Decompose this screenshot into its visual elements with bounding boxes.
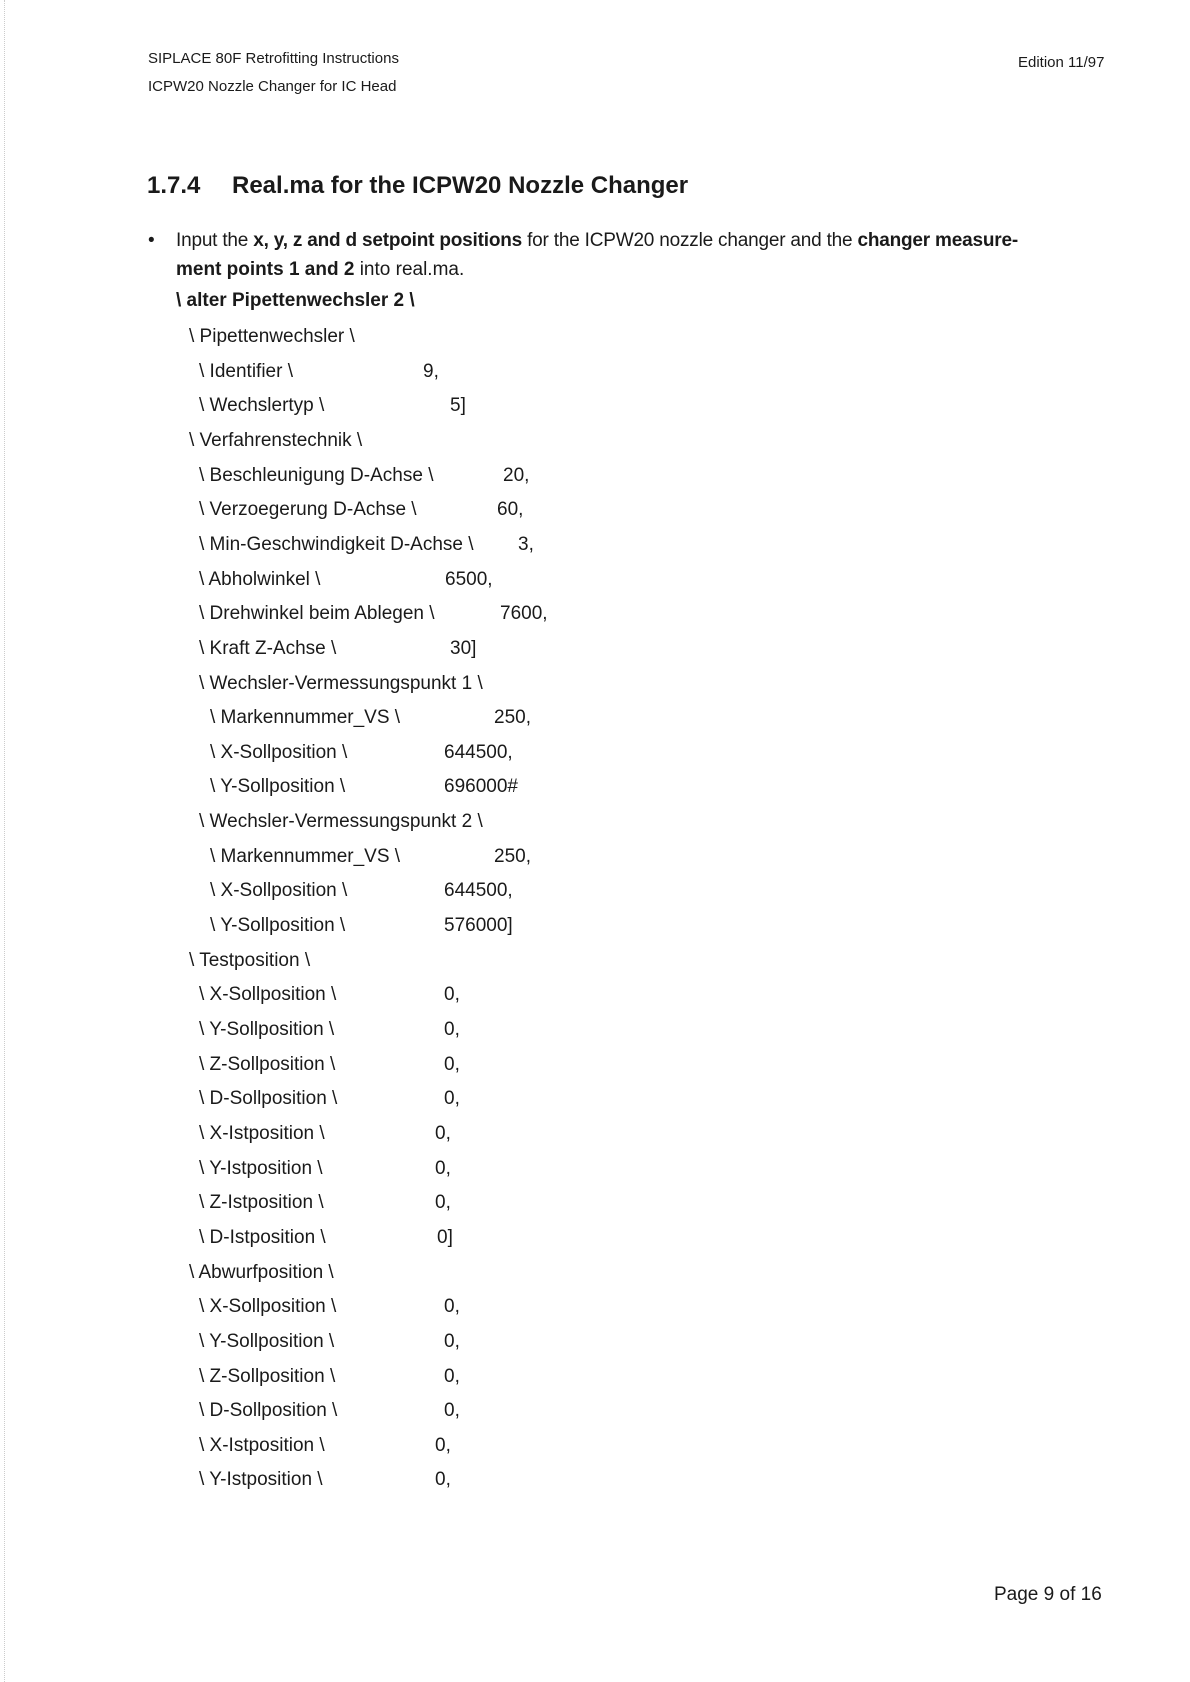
config-key: \ X-Istposition \ xyxy=(199,1435,325,1456)
config-key: \ Beschleunigung D-Achse \ xyxy=(199,465,434,486)
config-value: 644500, xyxy=(444,742,513,763)
config-key: \ X-Sollposition \ xyxy=(210,880,348,901)
config-key: \ Y-Sollposition \ xyxy=(210,776,346,797)
config-value: 60, xyxy=(497,499,524,520)
config-key: \ Drehwinkel beim Ablegen \ xyxy=(199,603,435,624)
section-number: 1.7.4 xyxy=(147,172,201,199)
scan-edge xyxy=(4,0,5,1682)
config-value: 6500, xyxy=(445,569,493,590)
header-title: SIPLACE 80F Retrofitting Instructions xyxy=(148,50,399,67)
config-key: \ X-Istposition \ xyxy=(199,1123,325,1144)
config-value: 250, xyxy=(494,707,531,728)
config-key: \ Z-Istposition \ xyxy=(199,1192,324,1213)
bold-text: ment points 1 and 2 xyxy=(176,259,355,280)
config-key: \ Wechsler-Vermessungspunkt 2 \ xyxy=(199,811,483,832)
config-value: 576000] xyxy=(444,915,513,936)
config-key: \ Abholwinkel \ xyxy=(199,569,321,590)
config-value: 0, xyxy=(444,1019,460,1040)
config-key: \ D-Sollposition \ xyxy=(199,1400,338,1421)
config-value: 0, xyxy=(444,1400,460,1421)
config-key: \ Verfahrenstechnik \ xyxy=(189,430,363,451)
bullet-text-line1: Input the x, y, z and d setpoint positio… xyxy=(176,229,1018,253)
config-key: \ Y-Sollposition \ xyxy=(210,915,346,936)
config-value: 0, xyxy=(435,1158,451,1179)
config-key: \ Abwurfposition \ xyxy=(189,1262,334,1283)
config-key: \ Wechsler-Vermessungspunkt 1 \ xyxy=(199,673,483,694)
bold-text: x, y, z and d setpoint positions xyxy=(253,230,523,251)
config-key: \ Identifier \ xyxy=(199,361,293,382)
section-title: Real.ma for the ICPW20 Nozzle Changer xyxy=(232,172,689,199)
config-value: 250, xyxy=(494,846,531,867)
config-value: 0, xyxy=(444,984,460,1005)
config-key: \ Markennummer_VS \ xyxy=(210,846,401,867)
config-key: \ Wechslertyp \ xyxy=(199,395,325,416)
config-key: \ D-Sollposition \ xyxy=(199,1088,338,1109)
config-value: 0, xyxy=(444,1088,460,1109)
text: into real.ma. xyxy=(354,259,465,280)
config-key: \ Min-Geschwindigkeit D-Achse \ xyxy=(199,534,474,555)
config-key: \ X-Sollposition \ xyxy=(199,1296,337,1317)
config-value: 0, xyxy=(435,1435,451,1456)
config-value: 0, xyxy=(444,1331,460,1352)
config-key: \ Kraft Z-Achse \ xyxy=(199,638,337,659)
config-value: 644500, xyxy=(444,880,513,901)
config-value: 7600, xyxy=(500,603,548,624)
config-key: \ Y-Sollposition \ xyxy=(199,1019,335,1040)
header-edition: Edition 11/97 xyxy=(1018,54,1105,71)
config-key: \ X-Sollposition \ xyxy=(210,742,348,763)
config-key: \ X-Sollposition \ xyxy=(199,984,337,1005)
text: Input the xyxy=(176,230,254,251)
config-value: 30] xyxy=(450,638,477,659)
config-value: 0, xyxy=(435,1123,451,1144)
config-value: 5] xyxy=(450,395,466,416)
config-key: \ Pipettenwechsler \ xyxy=(189,326,355,347)
config-value: 0, xyxy=(444,1366,460,1387)
config-value: 0, xyxy=(435,1469,451,1490)
config-key: \ Testposition \ xyxy=(189,950,311,971)
bold-text: changer measure- xyxy=(857,230,1018,251)
text: for the ICPW20 nozzle changer and the xyxy=(522,230,858,251)
config-block-heading: \ alter Pipettenwechsler 2 \ xyxy=(176,290,415,311)
config-value: 9, xyxy=(423,361,439,382)
bullet-icon: • xyxy=(148,230,155,251)
config-key: \ Verzoegerung D-Achse \ xyxy=(199,499,417,520)
bullet-text-line2: ment points 1 and 2 into real.ma. xyxy=(176,258,464,282)
config-key: \ Z-Sollposition \ xyxy=(199,1054,336,1075)
config-key: \ Y-Istposition \ xyxy=(199,1158,323,1179)
config-value: 3, xyxy=(518,534,534,555)
config-key: \ Y-Istposition \ xyxy=(199,1469,323,1490)
page-number: Page 9 of 16 xyxy=(994,1584,1102,1605)
config-value: 0, xyxy=(435,1192,451,1213)
config-value: 0, xyxy=(444,1296,460,1317)
config-value: 0] xyxy=(437,1227,453,1248)
config-key: \ Markennummer_VS \ xyxy=(210,707,401,728)
config-value: 696000# xyxy=(444,776,518,797)
config-value: 0, xyxy=(444,1054,460,1075)
config-key: \ Z-Sollposition \ xyxy=(199,1366,336,1387)
config-key: \ Y-Sollposition \ xyxy=(199,1331,335,1352)
config-key: \ D-Istposition \ xyxy=(199,1227,326,1248)
config-value: 20, xyxy=(503,465,530,486)
header-subtitle: ICPW20 Nozzle Changer for IC Head xyxy=(148,78,397,95)
